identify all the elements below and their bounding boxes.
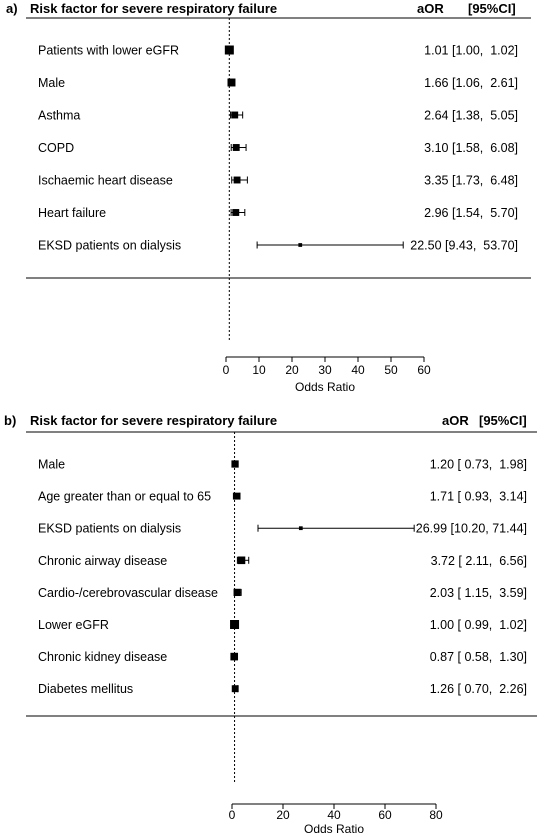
row-estimate-text: 2.03 [ 1.15, 3.59] (430, 586, 527, 600)
x-axis: 0 20 40 60 80 Odds Ratio (229, 803, 443, 836)
header-risk-factor: Risk factor for severe respiratory failu… (30, 413, 277, 428)
row-label: Chronic airway disease (38, 554, 167, 568)
header-ci: [95%CI] (479, 413, 527, 428)
x-tick-label: 10 (252, 363, 266, 377)
x-tick-label: 20 (285, 363, 299, 377)
forest-row: Patients with lower eGFR 1.01 [1.00, 1.02… (38, 44, 518, 58)
x-tick-label: 50 (384, 363, 398, 377)
row-label: Asthma (38, 109, 80, 123)
forest-row: Chronic airway disease 3.72 [ 2.11, 6.56] (38, 554, 527, 568)
forest-row: COPD 3.10 [1.58, 6.08] (38, 141, 518, 155)
row-label: Ischaemic heart disease (38, 174, 173, 188)
row-label: Diabetes mellitus (38, 682, 133, 696)
point-estimate (298, 526, 303, 531)
row-estimate-text: 2.64 [1.38, 5.05] (424, 109, 518, 123)
x-tick-label: 80 (429, 808, 443, 822)
header-ci: [95%CI] (468, 1, 516, 16)
point-estimate (231, 460, 239, 468)
x-tick-label: 30 (318, 363, 332, 377)
x-tick-label: 40 (351, 363, 365, 377)
row-estimate-text: 1.26 [ 0.70, 2.26] (430, 682, 527, 696)
point-estimate (231, 685, 239, 693)
point-estimate (232, 144, 240, 151)
forest-row: Chronic kidney disease 0.87 [ 0.58, 1.30] (38, 650, 527, 664)
point-estimate (230, 620, 240, 629)
row-estimate-text: 1.71 [ 0.93, 3.14] (430, 490, 527, 504)
x-axis-title: Odds Ratio (304, 822, 364, 836)
row-label: Cardio-/cerebrovascular disease (38, 586, 218, 600)
row-estimate-text: 1.66 [1.06, 2.61] (424, 76, 518, 90)
forest-row: Lower eGFR 1.00 [ 0.99, 1.02] (38, 618, 527, 632)
row-label: Male (38, 76, 65, 90)
x-tick-label: 20 (276, 808, 290, 822)
row-estimate-text: 1.00 [ 0.99, 1.02] (430, 618, 527, 632)
point-estimate (233, 588, 241, 597)
forest-row: Age greater than or equal to 65 1.71 [ 0.… (38, 490, 527, 504)
forest-row: Heart failure 2.96 [1.54, 5.70] (38, 206, 518, 220)
row-label: Age greater than or equal to 65 (38, 490, 211, 504)
point-estimate (237, 556, 246, 565)
row-label: Patients with lower eGFR (38, 44, 179, 58)
panel-label: b) (4, 413, 16, 428)
forest-row: EKSD patients on dialysis 26.99 [10.20, 7… (38, 522, 527, 536)
forest-row: Asthma 2.64 [1.38, 5.05] (38, 109, 518, 123)
row-label: Male (38, 458, 65, 472)
forest-panel-b: b) Risk factor for severe respiratory fai… (4, 413, 537, 836)
row-label: EKSD patients on dialysis (38, 239, 181, 253)
point-estimate (231, 111, 239, 119)
x-tick-label: 60 (417, 363, 431, 377)
row-estimate-text: 1.20 [ 0.73, 1.98] (430, 458, 527, 472)
row-label: EKSD patients on dialysis (38, 522, 181, 536)
point-estimate (233, 176, 241, 184)
row-estimate-text: 26.99 [10.20, 71.44] (416, 522, 527, 536)
row-label: Chronic kidney disease (38, 650, 167, 664)
row-estimate-text: 2.96 [1.54, 5.70] (424, 206, 518, 220)
point-estimate (230, 652, 239, 661)
row-label: Heart failure (38, 206, 106, 220)
row-label: COPD (38, 141, 74, 155)
row-estimate-text: 3.10 [1.58, 6.08] (424, 141, 518, 155)
header-aor: aOR (442, 413, 469, 428)
x-tick-label: 40 (327, 808, 341, 822)
row-estimate-text: 3.35 [1.73, 6.48] (424, 174, 518, 188)
row-estimate-text: 1.01 [1.00, 1.02] (424, 44, 518, 58)
panel-label: a) (6, 1, 18, 16)
point-estimate (227, 78, 236, 87)
forest-row: Cardio-/cerebrovascular disease 2.03 [ 1.… (38, 586, 527, 600)
row-estimate-text: 3.72 [ 2.11, 6.56] (431, 554, 527, 568)
point-estimate (232, 209, 240, 216)
x-axis-title: Odds Ratio (295, 380, 355, 394)
forest-row: Male 1.66 [1.06, 2.61] (38, 76, 518, 90)
x-tick-label: 60 (378, 808, 392, 822)
forest-row: Male 1.20 [ 0.73, 1.98] (38, 458, 527, 472)
row-label: Lower eGFR (38, 618, 109, 632)
forest-row: EKSD patients on dialysis 22.50 [9.43, 53… (38, 239, 518, 253)
x-tick-label: 0 (223, 363, 230, 377)
point-estimate (232, 492, 240, 500)
point-estimate (224, 45, 234, 55)
row-estimate-text: 22.50 [9.43, 53.70] (410, 239, 518, 253)
forest-row: Ischaemic heart disease 3.35 [1.73, 6.48] (38, 174, 518, 188)
forest-panel-a: a) Risk factor for severe respiratory fai… (6, 1, 531, 394)
header-aor: aOR (417, 1, 444, 16)
forest-row: Diabetes mellitus 1.26 [ 0.70, 2.26] (38, 682, 527, 696)
x-tick-label: 0 (229, 808, 236, 822)
header-risk-factor: Risk factor for severe respiratory failu… (30, 1, 277, 16)
point-estimate (298, 243, 303, 247)
row-estimate-text: 0.87 [ 0.58, 1.30] (430, 650, 527, 664)
x-axis: 0 10 20 30 40 50 60 Odds Ratio (223, 356, 431, 394)
